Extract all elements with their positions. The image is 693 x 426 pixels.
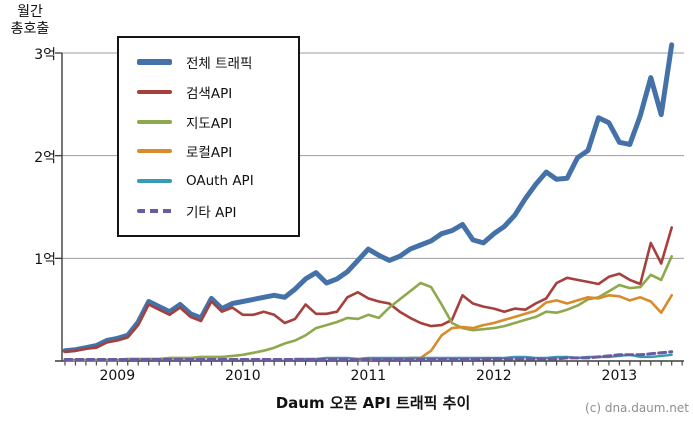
- x-year-label: 2010: [224, 368, 261, 384]
- series-line: [356, 294, 673, 362]
- legend-line-swatch: [137, 149, 172, 154]
- legend-label: 기타 API: [186, 205, 237, 222]
- legend-label: OAuth API: [186, 173, 254, 190]
- series-line: [63, 350, 674, 361]
- legend-item: 검색API: [119, 80, 298, 104]
- legend-item: 로컬API: [119, 139, 298, 163]
- month-ticks: [64, 361, 683, 366]
- legend-line-swatch: [137, 58, 172, 65]
- y-tick-label: 2억: [34, 149, 56, 166]
- series-line: [63, 226, 673, 354]
- legend-line-swatch: [137, 209, 172, 214]
- legend-item: OAuth API: [119, 169, 298, 193]
- legend-line-swatch: [137, 119, 172, 124]
- legend-line-swatch: [137, 179, 172, 184]
- y-tick-label: 1억: [34, 252, 56, 269]
- chart-title: Daum 오픈 API 트래픽 추이: [275, 394, 471, 412]
- y-axis-title-line2: 총호출: [10, 21, 50, 37]
- legend-item: 전체 트래픽: [119, 50, 298, 74]
- legend-line-swatch: [137, 89, 172, 94]
- series-lines: [62, 42, 675, 362]
- series-line: [62, 42, 675, 354]
- x-year-label: 2012: [476, 368, 512, 384]
- legend-item: 기타 API: [119, 199, 298, 223]
- y-tick-label: 3억: [34, 46, 56, 63]
- y-axis-title-line1: 월간: [17, 4, 43, 20]
- y-axis-title: 월간 총호출: [2, 4, 58, 38]
- legend-label: 로컬API: [186, 145, 233, 162]
- x-year-label: 2009: [99, 368, 136, 384]
- legend-label: 검색API: [186, 85, 233, 102]
- legend-item: 지도API: [119, 110, 298, 134]
- legend-label: 지도API: [186, 115, 233, 132]
- credit: (c) dna.daum.net: [585, 401, 689, 415]
- x-year-label: 2011: [350, 368, 387, 384]
- legend-label: 전체 트래픽: [186, 55, 253, 72]
- x-year-label: 2013: [601, 368, 638, 384]
